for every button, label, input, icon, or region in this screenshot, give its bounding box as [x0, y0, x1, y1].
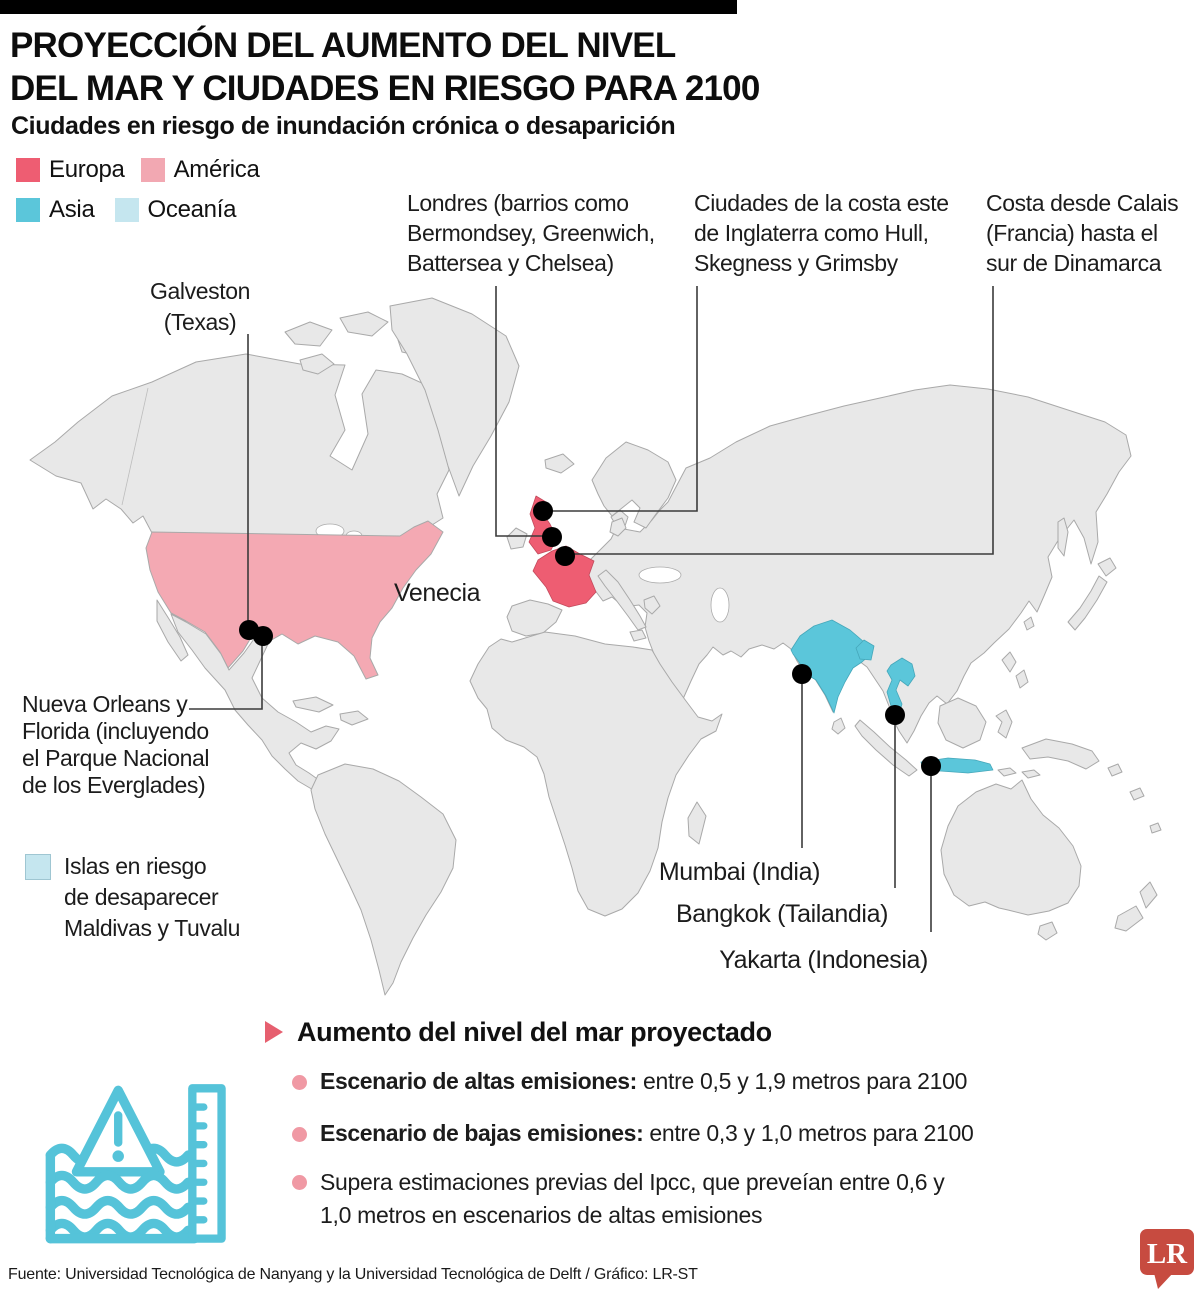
title-line-2: DEL MAR Y CIUDADES EN RIESGO PARA 2100: [10, 69, 760, 108]
projection-bullet-3: Supera estimaciones previas del Ipcc, qu…: [320, 1169, 945, 1228]
dot-mumbai: [792, 664, 812, 684]
bullet-icon-1: [292, 1075, 307, 1090]
projection-bullet-1: Escenario de altas emisiones: entre 0,5 …: [320, 1068, 968, 1094]
page-subtitle: Ciudades en riesgo de inundación crónica…: [11, 112, 676, 140]
top-black-bar: [0, 0, 737, 14]
sea-level-warning-icon: [45, 1084, 226, 1244]
label-galveston: Galveston (Texas): [150, 278, 250, 335]
dot-yakarta: [921, 756, 941, 776]
label-mumbai: Mumbai (India): [658, 858, 821, 886]
legend-swatch-oceania: [114, 198, 139, 222]
bullet-icon-2: [292, 1127, 307, 1142]
projection-title: Aumento del nivel del mar proyectado: [297, 1017, 772, 1047]
legend-row-1: Europa América: [16, 156, 276, 184]
legend-label-asia: Asia: [49, 196, 95, 223]
legend-row-2: Asia Oceanía: [16, 196, 252, 224]
legend-label-oceania: Oceanía: [147, 196, 237, 223]
section-arrow-icon: [265, 1021, 283, 1043]
legend-swatch-asia: [16, 198, 40, 222]
label-bangkok: Bangkok (Tailandia): [676, 900, 888, 928]
legend-label-america: América: [173, 156, 260, 183]
exclamation-dot: [112, 1150, 124, 1162]
source-credit: Fuente: Universidad Tecnológica de Nanya…: [8, 1266, 698, 1283]
world-map: [29, 286, 1162, 996]
page-title: PROYECCIÓN DEL AUMENTO DEL NIVEL DEL MAR…: [10, 24, 760, 110]
connector-costa-este: [543, 286, 698, 512]
connector-calais: [565, 286, 994, 555]
connector-nueva-orleans: [189, 634, 263, 710]
legend-label-europa: Europa: [49, 156, 125, 183]
dot-costa-este: [533, 501, 553, 521]
islands-legend-label: Islas en riesgo de desaparecer Maldivas …: [64, 853, 240, 941]
label-venecia: Venecia: [394, 579, 481, 607]
title-line-1: PROYECCIÓN DEL AUMENTO DEL NIVEL: [10, 26, 676, 65]
legend-swatch-america: [140, 158, 165, 182]
lr-logo-text: LR: [1147, 1238, 1188, 1270]
dot-bangkok: [885, 705, 905, 725]
bullet-icon-3: [292, 1175, 307, 1190]
label-nueva-orleans: Nueva Orleans y Florida (incluyendo el P…: [22, 691, 210, 798]
legend-swatch-europa: [16, 158, 40, 182]
lr-logo: LR: [1140, 1229, 1194, 1289]
dot-londres: [542, 527, 562, 547]
dot-nueva-orleans: [253, 626, 273, 646]
label-yakarta: Yakarta (Indonesia): [719, 946, 928, 974]
islands-legend-swatch: [25, 854, 51, 880]
projection-bullet-2: Escenario de bajas emisiones: entre 0,3 …: [320, 1120, 974, 1146]
dot-calais: [555, 546, 575, 566]
label-calais: Costa desde Calais (Francia) hasta el su…: [986, 190, 1179, 276]
label-costa-este: Ciudades de la costa este de Inglaterra …: [694, 190, 949, 276]
label-londres: Londres (barrios como Bermondsey, Greenw…: [407, 190, 655, 276]
connector-londres: [495, 286, 552, 537]
